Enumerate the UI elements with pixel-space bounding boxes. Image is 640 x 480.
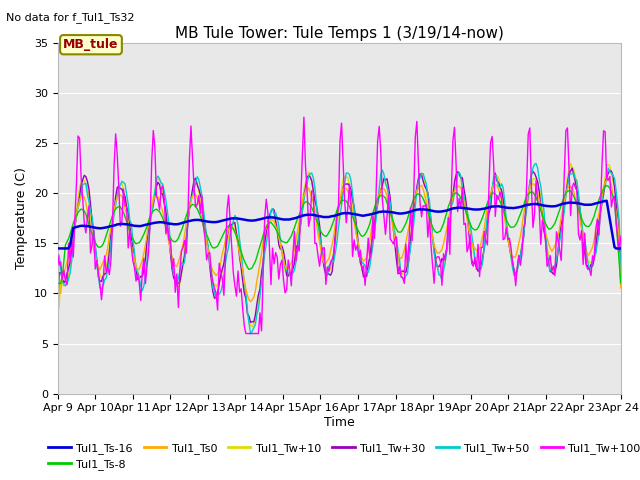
- Tul1_Ts-8: [123, 219, 131, 225]
- Line: Tul1_Ts-8: Tul1_Ts-8: [58, 186, 621, 284]
- Tul1_Tw+10: [221, 247, 229, 253]
- Tul1_Tw+30: [54, 312, 61, 317]
- Tul1_Tw+100: [617, 233, 625, 239]
- Tul1_Ts-16: [586, 202, 593, 208]
- Tul1_Ts-8: [586, 223, 593, 229]
- Tul1_Tw+100: [123, 204, 131, 210]
- Tul1_Tw+10: [248, 324, 256, 330]
- Tul1_Tw+50: [247, 331, 255, 337]
- Tul1_Tw+100: [241, 323, 248, 329]
- Tul1_Ts0: [247, 299, 255, 305]
- Line: Tul1_Tw+100: Tul1_Tw+100: [58, 117, 621, 334]
- Tul1_Tw+30: [617, 284, 625, 289]
- Tul1_Tw+100: [300, 114, 308, 120]
- Line: Tul1_Ts0: Tul1_Ts0: [58, 179, 621, 302]
- Tul1_Tw+10: [241, 283, 248, 288]
- Tul1_Tw+50: [589, 258, 596, 264]
- Line: Tul1_Tw+10: Tul1_Tw+10: [58, 163, 621, 327]
- Tul1_Tw+50: [617, 283, 625, 289]
- Tul1_Ts0: [587, 248, 595, 254]
- Tul1_Tw+30: [123, 204, 131, 210]
- Tul1_Tw+30: [221, 249, 229, 255]
- Tul1_Tw+10: [301, 180, 309, 186]
- Line: Tul1_Tw+30: Tul1_Tw+30: [58, 168, 621, 323]
- Tul1_Tw+100: [242, 331, 250, 336]
- Tul1_Tw+50: [221, 260, 229, 266]
- Tul1_Tw+10: [123, 202, 131, 208]
- Tul1_Ts-16: [123, 221, 131, 227]
- Tul1_Tw+50: [252, 322, 259, 328]
- Tul1_Tw+50: [532, 161, 540, 167]
- Tul1_Tw+10: [617, 272, 625, 277]
- Tul1_Ts0: [123, 212, 131, 218]
- X-axis label: Time: Time: [324, 416, 355, 429]
- Tul1_Ts-16: [617, 246, 625, 252]
- Tul1_Ts-16: [54, 246, 61, 252]
- Tul1_Tw+50: [301, 188, 309, 193]
- Tul1_Tw+30: [589, 264, 596, 269]
- Tul1_Ts-16: [300, 213, 308, 218]
- Tul1_Ts0: [241, 278, 248, 284]
- Tul1_Ts-16: [603, 198, 611, 204]
- Tul1_Tw+50: [123, 192, 131, 197]
- Tul1_Tw+100: [303, 187, 311, 192]
- Tul1_Tw+30: [568, 165, 576, 171]
- Tul1_Tw+10: [589, 257, 596, 263]
- Tul1_Ts0: [221, 237, 229, 243]
- Tul1_Tw+50: [241, 279, 248, 285]
- Tul1_Ts-16: [221, 217, 229, 223]
- Tul1_Tw+10: [252, 317, 259, 323]
- Tul1_Tw+30: [247, 320, 255, 325]
- Tul1_Ts-8: [221, 227, 229, 233]
- Tul1_Tw+30: [241, 290, 248, 296]
- Tul1_Ts0: [301, 189, 309, 194]
- Tul1_Tw+10: [54, 311, 61, 316]
- Tul1_Tw+100: [252, 331, 259, 336]
- Tul1_Ts-8: [617, 281, 625, 287]
- Tul1_Ts0: [54, 290, 61, 296]
- Tul1_Tw+100: [589, 253, 596, 259]
- Tul1_Tw+100: [221, 254, 229, 260]
- Legend: Tul1_Ts-16, Tul1_Ts-8, Tul1_Ts0, Tul1_Tw+10, Tul1_Tw+30, Tul1_Tw+50, Tul1_Tw+100: Tul1_Ts-16, Tul1_Ts-8, Tul1_Ts0, Tul1_Tw…: [44, 438, 640, 474]
- Tul1_Ts-8: [54, 281, 61, 287]
- Tul1_Ts-16: [250, 217, 257, 223]
- Y-axis label: Temperature (C): Temperature (C): [15, 168, 28, 269]
- Text: MB_tule: MB_tule: [63, 38, 119, 51]
- Tul1_Ts-8: [300, 201, 308, 206]
- Tul1_Tw+50: [54, 290, 61, 296]
- Tul1_Ts0: [604, 176, 612, 181]
- Tul1_Ts-8: [250, 262, 257, 267]
- Tul1_Tw+30: [252, 312, 259, 318]
- Tul1_Ts-8: [603, 183, 611, 189]
- Tul1_Tw+100: [54, 251, 61, 257]
- Line: Tul1_Ts-16: Tul1_Ts-16: [58, 201, 621, 249]
- Title: MB Tule Tower: Tule Temps 1 (3/19/14-now): MB Tule Tower: Tule Temps 1 (3/19/14-now…: [175, 25, 504, 41]
- Line: Tul1_Tw+50: Tul1_Tw+50: [58, 164, 621, 334]
- Tul1_Tw+10: [567, 160, 575, 166]
- Tul1_Ts0: [252, 289, 259, 295]
- Tul1_Ts0: [617, 285, 625, 291]
- Tul1_Ts-8: [241, 258, 248, 264]
- Tul1_Tw+30: [301, 185, 309, 191]
- Tul1_Ts-16: [241, 217, 248, 223]
- Text: No data for f_Tul1_Ts32: No data for f_Tul1_Ts32: [6, 12, 135, 23]
